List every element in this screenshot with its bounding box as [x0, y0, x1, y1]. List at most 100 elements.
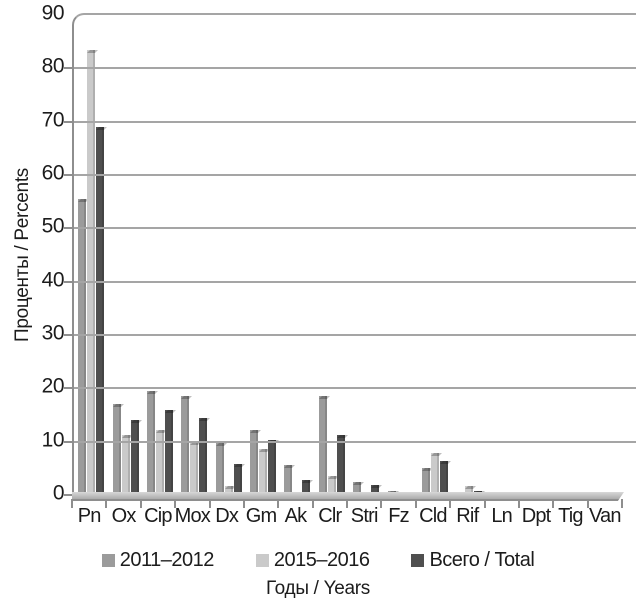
y-tick-label: 30 [41, 321, 65, 345]
y-gridline [74, 280, 636, 283]
x-tick-label: Cip [144, 505, 172, 527]
bars-layer [74, 15, 624, 495]
legend-label: 2011–2012 [119, 549, 215, 571]
y-tick-mark [64, 280, 72, 283]
x-tick-label: Ox [111, 505, 137, 527]
y-tick-mark [64, 387, 72, 390]
bar [199, 417, 208, 495]
bar [268, 440, 277, 495]
x-axis-floor [72, 492, 624, 501]
x-tick-mark [311, 499, 314, 508]
y-tick-mark [64, 174, 72, 177]
bar [130, 420, 139, 495]
bar [353, 481, 362, 495]
y-tick-label: 50 [41, 214, 65, 238]
legend-item: 2011–2012 [101, 549, 215, 572]
y-gridline [74, 174, 636, 177]
y-axis-tick-labels: 0 10 20 30 40 50 60 70 80 90 [26, 3, 65, 504]
y-tick-label: 80 [41, 54, 65, 78]
x-tick-label: Gm [245, 505, 277, 527]
bar [318, 396, 327, 495]
y-gridline [74, 120, 636, 123]
legend: 2011–2012 2015–2016 Всего / Total [0, 549, 636, 572]
y-gridline [74, 67, 636, 70]
y-tick-mark [64, 440, 72, 443]
bar [371, 484, 380, 495]
x-axis-tick-labels: Pn Ox Cip Mox Dx Gm Ak Clr Stri Fz Cld Rif Ln Dpt Tig V… [72, 505, 624, 529]
bar [327, 475, 336, 495]
legend-swatch [101, 554, 115, 567]
legend-label: Всего / Total [429, 549, 535, 571]
bar [224, 485, 233, 495]
x-tick-mark [346, 499, 348, 508]
x-tick-label: Mox [174, 505, 211, 527]
bar [96, 127, 105, 495]
bar [465, 486, 474, 495]
x-tick-mark [483, 499, 486, 508]
x-tick-mark [139, 499, 142, 508]
x-tick-label: Stri [350, 505, 379, 527]
x-tick-label: Fz [388, 505, 409, 527]
x-tick-label: Tig [558, 505, 583, 527]
y-tick-label: 90 [41, 1, 65, 25]
y-tick-mark [64, 227, 72, 230]
x-tick-mark [380, 499, 383, 508]
y-tick-mark [64, 494, 72, 496]
x-tick-mark [105, 499, 108, 508]
y-tick-label: 20 [41, 374, 65, 398]
bar [121, 435, 130, 495]
y-gridline [74, 334, 636, 337]
x-tick-mark [517, 499, 520, 508]
x-tick-mark [208, 499, 211, 508]
bar [259, 448, 268, 495]
bar [190, 441, 199, 495]
x-tick-label: Dpt [521, 505, 552, 527]
y-tick-mark [64, 120, 72, 123]
x-tick-label: Cld [419, 505, 447, 527]
bar [284, 465, 293, 495]
x-tick-mark [71, 499, 73, 508]
plot-area [64, 13, 636, 496]
y-tick-label: 70 [41, 108, 65, 132]
legend-swatch [411, 554, 425, 567]
bar [302, 479, 311, 495]
bar [336, 435, 345, 495]
x-axis-title: Годы / Years [265, 578, 371, 599]
y-gridline [74, 227, 636, 230]
legend-item: Всего / Total [411, 549, 535, 572]
x-tick-mark [621, 499, 623, 508]
legend-label: 2015–2016 [273, 549, 370, 571]
x-axis-ticks [71, 499, 624, 509]
bar [112, 404, 121, 495]
y-gridline [74, 440, 636, 443]
bar [250, 429, 259, 495]
bar [87, 49, 96, 495]
x-tick-mark [242, 499, 245, 508]
bar [78, 199, 87, 495]
legend-swatch [255, 554, 269, 567]
bar [233, 464, 242, 495]
x-tick-label: Rif [456, 505, 479, 527]
x-tick-mark [586, 499, 589, 508]
bar [215, 442, 224, 495]
bar [164, 409, 173, 495]
y-tick-mark [64, 334, 72, 337]
x-tick-label: Pn [77, 505, 102, 527]
bar [439, 461, 448, 495]
x-tick-mark [552, 499, 555, 508]
legend-item: 2015–2016 [255, 549, 370, 572]
x-tick-label: Ln [491, 505, 513, 527]
y-tick-label: 10 [41, 428, 65, 452]
y-tick-label: 0 [52, 481, 65, 505]
x-tick-label: Van [588, 505, 621, 527]
x-tick-label: Clr [318, 505, 342, 527]
y-gridline [74, 387, 636, 390]
bar [430, 453, 439, 495]
bar [146, 391, 155, 495]
bar [421, 468, 430, 495]
x-tick-label: Ak [284, 505, 308, 527]
bar [181, 396, 190, 495]
y-tick-label: 40 [41, 268, 65, 292]
y-tick-mark [64, 67, 72, 70]
